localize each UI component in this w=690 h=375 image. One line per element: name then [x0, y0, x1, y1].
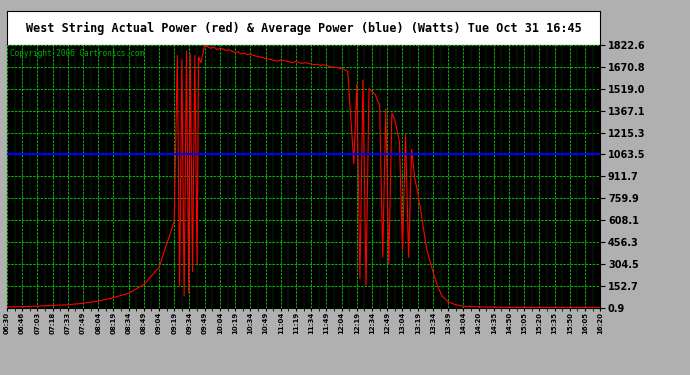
- Text: Copyright 2006 Cartronics.com: Copyright 2006 Cartronics.com: [10, 49, 144, 58]
- Text: West String Actual Power (red) & Average Power (blue) (Watts) Tue Oct 31 16:45: West String Actual Power (red) & Average…: [26, 22, 582, 34]
